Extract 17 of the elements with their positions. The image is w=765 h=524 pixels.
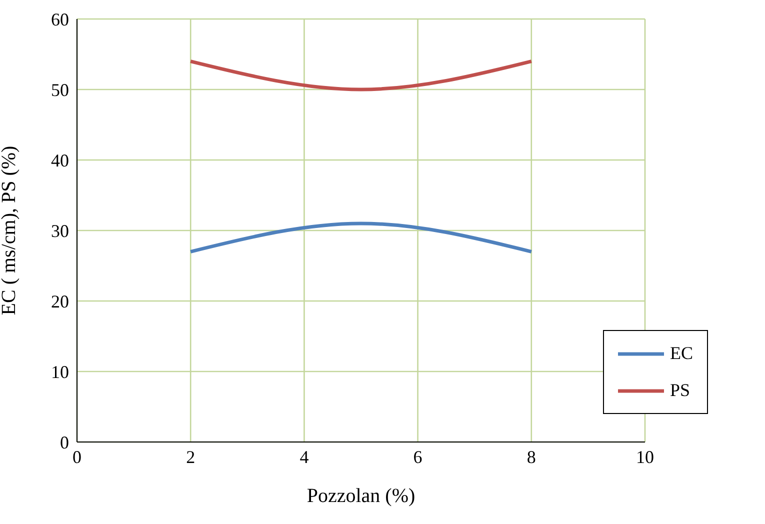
x-tick-label: 6 <box>413 446 422 467</box>
x-tick-label: 2 <box>186 446 196 467</box>
legend-label: EC <box>670 343 694 364</box>
y-axis-title: EC ( ms/cm), PS (%) <box>0 146 20 316</box>
legend-label: PS <box>670 380 690 401</box>
y-tick-label: 30 <box>51 220 69 241</box>
y-tick-label: 10 <box>51 362 69 382</box>
y-tick-label: 50 <box>51 80 69 100</box>
y-tick-label: 60 <box>51 9 69 30</box>
y-tick-label: 0 <box>60 432 69 452</box>
x-tick-label: 4 <box>300 446 309 467</box>
x-tick-label: 8 <box>526 446 536 467</box>
x-tick-label: 10 <box>636 446 654 467</box>
y-tick-label: 20 <box>51 291 69 312</box>
y-tick-label: 40 <box>51 150 69 170</box>
x-tick-label: 0 <box>72 446 82 467</box>
x-axis-title: Pozzolan (%) <box>306 485 416 507</box>
